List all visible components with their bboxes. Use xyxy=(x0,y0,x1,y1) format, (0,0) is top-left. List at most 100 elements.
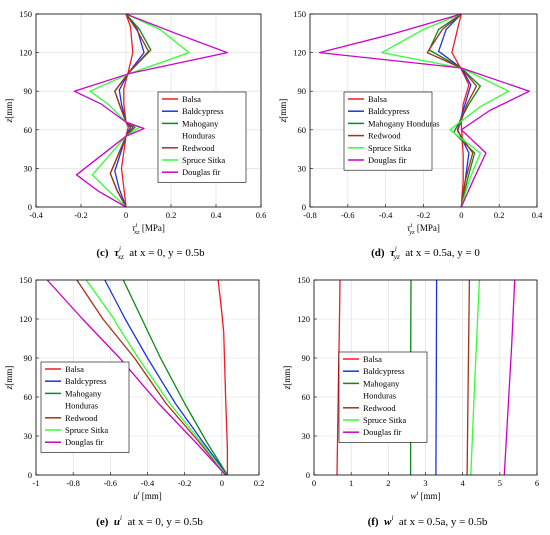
legend-label: Spruce Sitka xyxy=(363,415,406,425)
x-tick-label: -0.4 xyxy=(379,210,393,220)
x-tick-label: 0.2 xyxy=(166,210,177,220)
x-tick-label: -0.6 xyxy=(341,210,354,220)
x-axis-superscript: i xyxy=(135,222,137,229)
series-line-spruce-sitka xyxy=(85,279,227,476)
x-tick-label: 0 xyxy=(220,478,224,488)
series-line-balsa xyxy=(451,13,470,208)
x-tick-label: 6 xyxy=(535,478,539,488)
legend-label: Redwood xyxy=(182,143,215,153)
y-tick-label: 0 xyxy=(302,202,306,212)
legend-label: Honduras xyxy=(65,401,98,411)
panel-caption: (f) wi at x = 0.5a, y = 0.5b xyxy=(368,514,488,528)
x-axis-symbol: w xyxy=(410,491,416,501)
legend-label: Honduras xyxy=(363,391,396,401)
x-tick-label: 0.2 xyxy=(494,210,505,220)
y-axis-label: z[mm] xyxy=(278,99,288,124)
legend-box xyxy=(157,91,247,183)
x-axis-superscript: i xyxy=(416,490,418,497)
series-line-balsa xyxy=(217,279,229,475)
series-line-douglas-fir xyxy=(503,279,516,476)
legend-label: Honduras xyxy=(182,131,215,141)
x-axis-unit: [MPa] xyxy=(415,223,440,233)
series-line-balsa xyxy=(120,13,134,208)
panel-caption: (e) ui at x = 0, y = 0.5b xyxy=(96,514,203,528)
y-axis-symbol: z xyxy=(4,385,14,390)
x-tick-label: 1 xyxy=(349,478,353,488)
series-line-redwood xyxy=(76,279,227,476)
legend-label: Baldcypress xyxy=(65,376,107,386)
panel-caption: (d) τi yz at x = 0.5a, y = 0 xyxy=(371,245,480,261)
y-tick-label: 120 xyxy=(297,314,310,324)
legend-label: Balsa xyxy=(368,94,387,104)
caption-condition: at x = 0.5a, y = 0.5b xyxy=(393,516,487,528)
y-tick-label: 90 xyxy=(302,353,311,363)
x-tick-label: 0 xyxy=(459,210,463,220)
x-tick-label: 2 xyxy=(386,478,390,488)
y-tick-label: 30 xyxy=(24,163,33,173)
legend: Balsa Baldcypress Mahogany Honduras Redwood S… xyxy=(40,361,130,453)
series-line-mahogany-honduras xyxy=(122,279,228,476)
series-line-douglas-fir xyxy=(46,279,227,476)
x-tick-label: 0 xyxy=(312,478,316,488)
legend-label: Mahogany Honduras xyxy=(368,118,440,128)
caption-letter: (e) xyxy=(96,516,109,528)
caption-variable: w xyxy=(384,516,392,528)
y-tick-label: 150 xyxy=(19,9,32,19)
x-tick-label: 0.4 xyxy=(532,210,543,220)
caption-superscript: i xyxy=(395,245,397,253)
y-axis-unit: [mm] xyxy=(4,366,14,386)
caption-variable: τ xyxy=(390,247,396,259)
x-axis-symbol: τ xyxy=(407,223,411,233)
legend-label: Redwood xyxy=(65,413,98,423)
y-axis-unit: [mm] xyxy=(282,366,292,386)
caption-variable: u xyxy=(114,516,120,528)
axes-frame xyxy=(35,13,262,208)
x-tick-label: -0.4 xyxy=(141,478,155,488)
caption-subscript: xz xyxy=(117,253,124,261)
y-axis-unit: [mm] xyxy=(278,99,288,119)
x-axis-subscript: xz xyxy=(133,229,140,236)
legend-label: Spruce Sitka xyxy=(368,143,411,153)
legend-label: Spruce Sitka xyxy=(182,155,225,165)
legend: Balsa Baldcypress Mahogany Honduras Redwood S… xyxy=(338,351,428,443)
legend-label: Douglas fir xyxy=(65,437,104,447)
y-tick-label: 90 xyxy=(24,353,33,363)
x-tick-label: 0 xyxy=(124,210,128,220)
legend-label: Baldcypress xyxy=(368,106,410,116)
series-line-douglas-fir xyxy=(318,13,531,208)
y-tick-label: 30 xyxy=(24,431,33,441)
series-line-spruce-sitka xyxy=(89,13,190,208)
series-line-balsa xyxy=(336,279,341,476)
caption-superscript: i xyxy=(391,514,393,522)
x-tick-label: 4 xyxy=(461,478,466,488)
x-axis-label: ui [mm] xyxy=(133,490,162,501)
x-tick-label: 3 xyxy=(423,478,427,488)
x-tick-label: -1 xyxy=(32,478,39,488)
x-axis-symbol: τ xyxy=(132,223,136,233)
axes-frame xyxy=(35,279,260,476)
y-axis-label: z[mm] xyxy=(4,99,14,124)
x-axis-superscript: i xyxy=(138,490,140,497)
x-tick-label: -0.8 xyxy=(303,210,316,220)
y-axis-symbol: z xyxy=(4,118,14,123)
series-line-baldcypress xyxy=(104,279,228,476)
series-line-baldcypress xyxy=(437,13,472,208)
legend-label: Mahogany xyxy=(182,118,219,128)
y-tick-label: 60 xyxy=(302,392,311,402)
legend-label: Douglas fir xyxy=(182,167,221,177)
series-line-mahogany-honduras xyxy=(428,13,481,208)
y-tick-label: 120 xyxy=(19,314,32,324)
series-line-baldcypress xyxy=(114,13,145,208)
x-tick-label: -0.2 xyxy=(74,210,87,220)
x-axis-symbol: u xyxy=(133,491,138,501)
y-axis-unit: [mm] xyxy=(4,99,14,119)
caption-letter: (c) xyxy=(96,247,109,259)
y-tick-label: 30 xyxy=(298,163,307,173)
legend-label: Mahogany xyxy=(65,388,102,398)
y-tick-label: 30 xyxy=(302,431,311,441)
legend-label: Balsa xyxy=(65,364,84,374)
caption-superscript: i xyxy=(119,245,121,253)
series-line-spruce-sitka xyxy=(470,279,481,476)
